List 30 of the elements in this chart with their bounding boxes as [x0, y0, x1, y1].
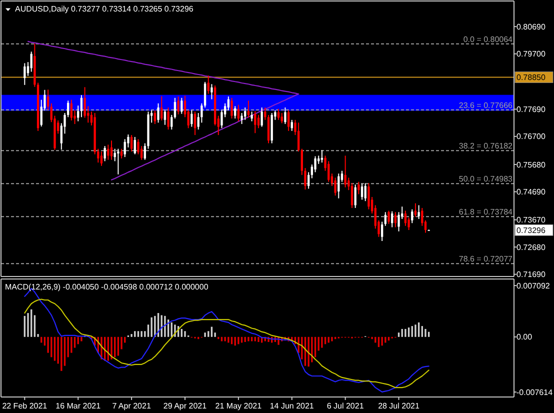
y-tick-label: 0.73670 — [516, 216, 546, 225]
ref-line-label: 23.6 = 0.77666 — [458, 100, 514, 110]
chart-title: MACD(12,26,9) -0.004050 -0.004598 0.000712 0.000000 — [5, 282, 209, 291]
x-tick-label: 29 Apr 2021 — [163, 401, 208, 410]
y-tick-label: 0.74690 — [516, 188, 546, 197]
ref-line-label: 61.8 = 0.73784 — [458, 208, 514, 217]
y-tick-label: 0.75680 — [516, 160, 546, 170]
x-tick-label: 21 May 2021 — [215, 401, 262, 410]
text: 0.73296 — [516, 226, 546, 235]
ref-line-label: 38.2 = 0.76182 — [458, 142, 514, 151]
x-tick-label: 16 Mar 2021 — [56, 401, 102, 410]
y-tick-label: 0.76700 — [516, 132, 546, 142]
y-tick-label: 0.72680 — [516, 242, 546, 252]
x-tick-label: 7 Apr 2021 — [112, 401, 152, 410]
ref-line-label: 78.6 = 0.72077 — [458, 254, 514, 264]
x-tick-label: 22 Feb 2021 — [2, 401, 48, 410]
y-tick-label: -0.007614 — [516, 387, 554, 396]
y-tick-label: 0.00 — [516, 332, 533, 342]
ref-line-label: 0.0 = 0.80064 — [463, 34, 514, 44]
y-tick-label: 0.77690 — [516, 104, 546, 114]
y-tick-label: 0.71690 — [516, 270, 546, 280]
ref-line-label: 50.0 = 0.74983 — [458, 174, 514, 184]
x-tick-label: 14 Jun 2021 — [270, 401, 314, 410]
chart-title: AUDUSD,Daily 0.73277 0.73314 0.73265 0.73296 — [15, 4, 194, 14]
x-tick-label: 28 Jul 2021 — [378, 401, 420, 410]
ref-line-label: 0.78850 — [516, 73, 546, 82]
y-tick-label: 0.80690 — [516, 22, 546, 32]
y-tick-label: 0.79700 — [516, 50, 546, 59]
y-tick-label: 0.007092 — [516, 280, 550, 290]
x-tick-label: 6 Jul 2021 — [326, 401, 364, 410]
